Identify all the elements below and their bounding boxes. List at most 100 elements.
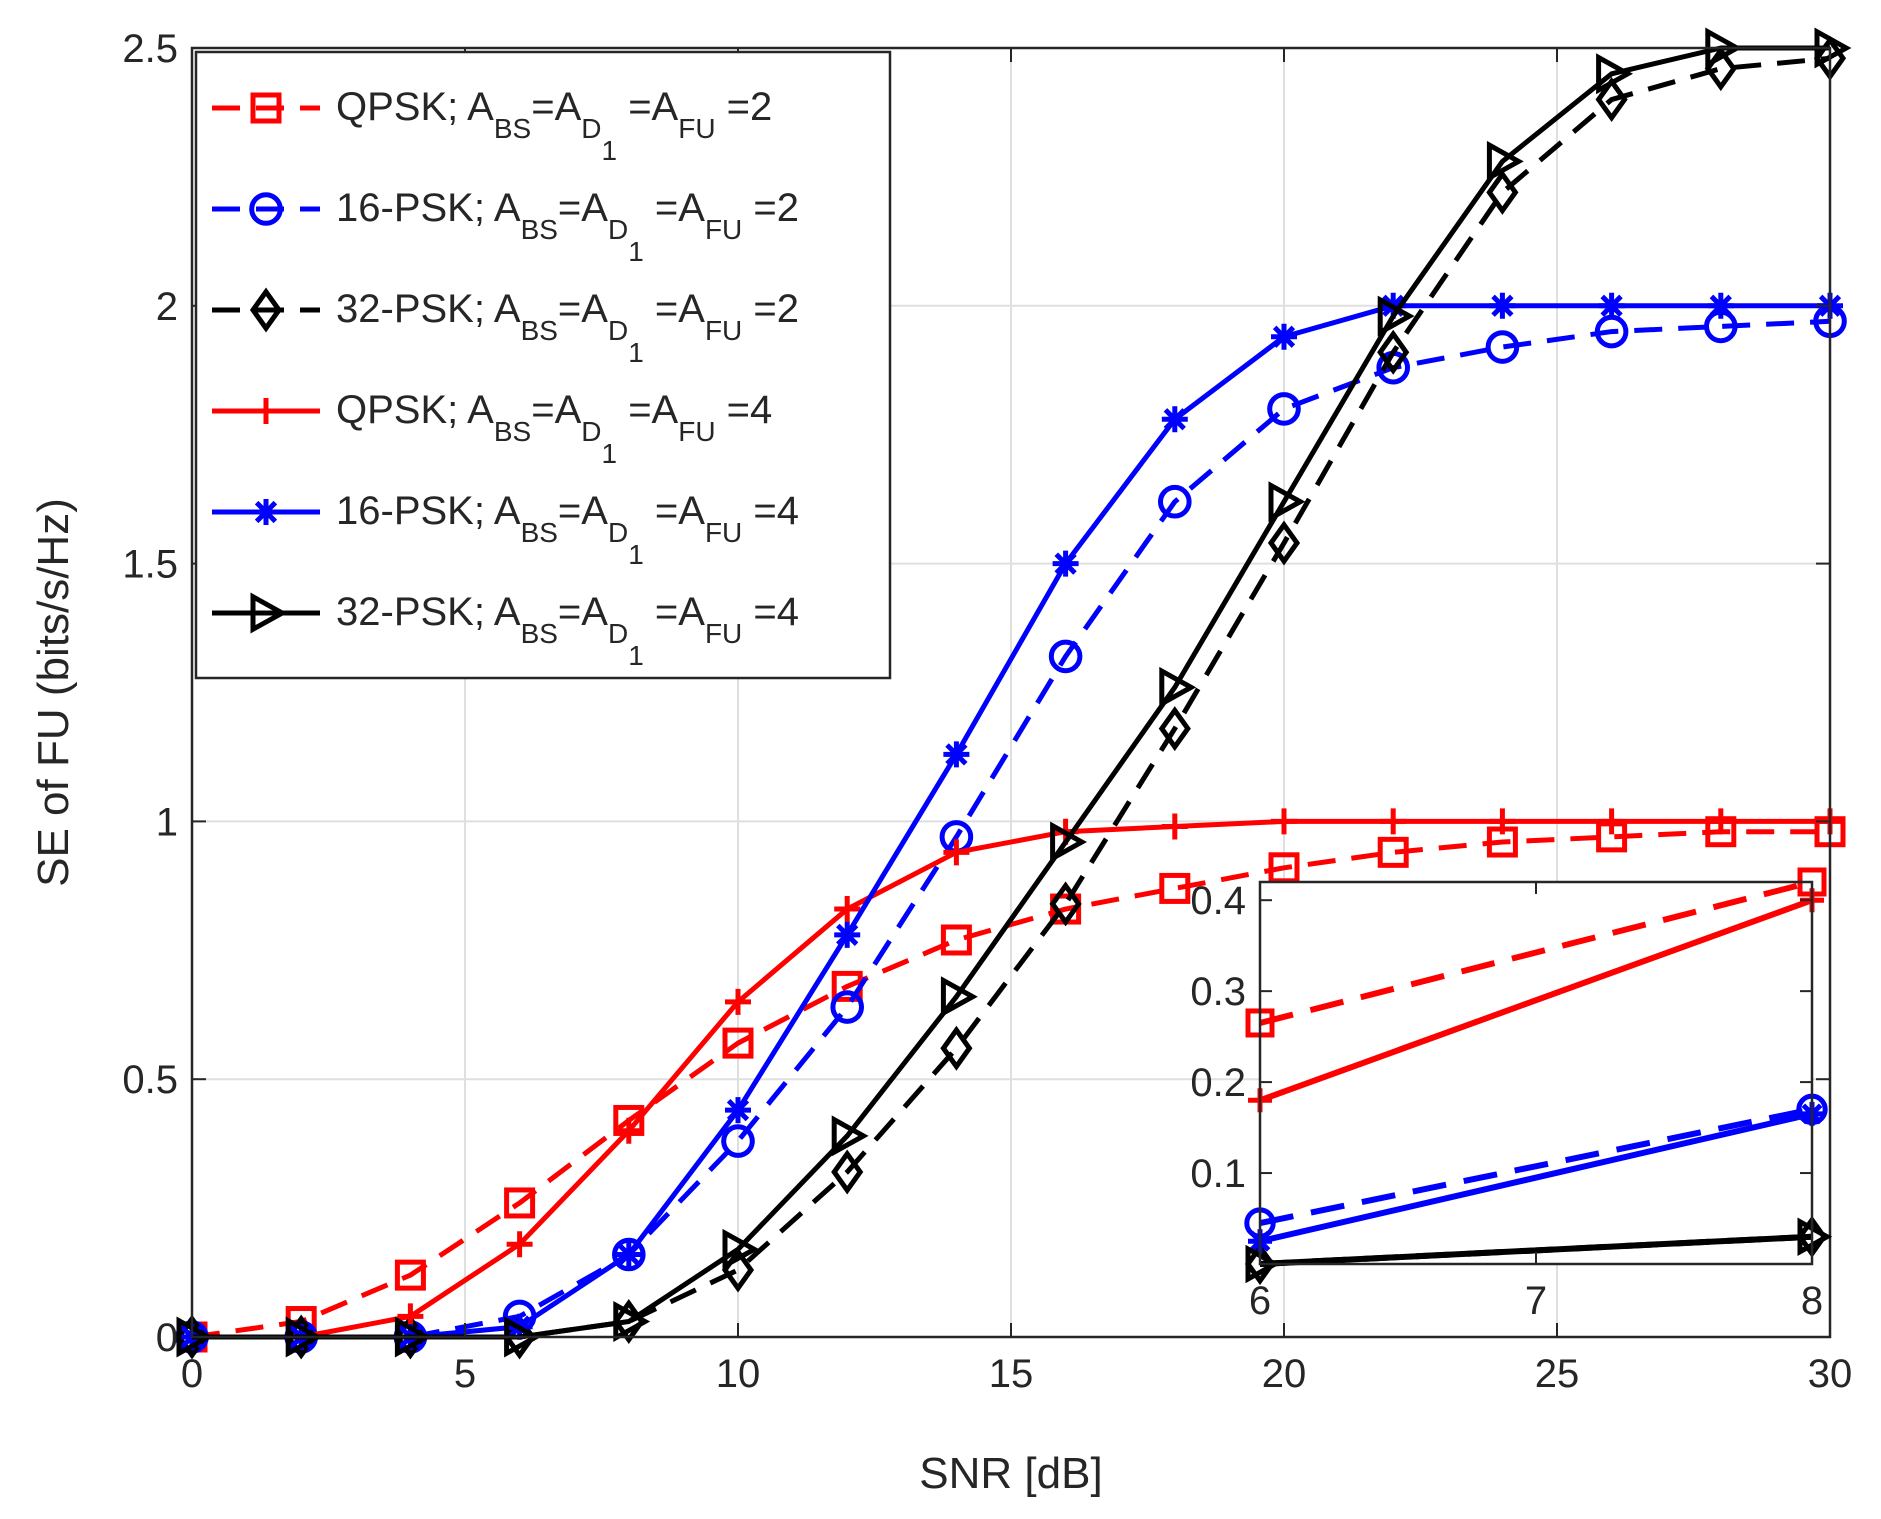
legend-label-part: =4 xyxy=(742,489,799,533)
data-point xyxy=(1380,808,1407,835)
data-point xyxy=(1049,881,1082,927)
legend-label-part: 1 xyxy=(628,640,644,671)
legend-label: 16-PSK; ABS=AD1 =AFU =4 xyxy=(336,489,799,570)
data-point xyxy=(176,1316,214,1358)
inset-data-point xyxy=(1797,1217,1833,1256)
marker-shape xyxy=(725,1097,751,1124)
data-point xyxy=(1159,666,1197,708)
marker-shape xyxy=(1049,881,1082,927)
marker-shape xyxy=(1485,330,1520,364)
data-point xyxy=(834,921,861,948)
legend-label-part: =2 xyxy=(742,186,799,230)
legend-item-5: 16-PSK; ABS=AD1 =AFU =4 xyxy=(212,489,799,570)
legend-box xyxy=(194,50,892,680)
legend-label-part: =A xyxy=(644,489,705,533)
legend-marker xyxy=(253,398,279,424)
legend-label-part: 1 xyxy=(628,539,644,570)
y-tick-label: 0 xyxy=(156,1316,178,1360)
legend-label-part: FU xyxy=(705,517,742,548)
legend-label-part: =A xyxy=(558,287,608,331)
legend-label-part: 32-PSK; A xyxy=(336,287,521,331)
data-point xyxy=(1707,808,1734,835)
marker-shape xyxy=(1380,808,1407,835)
legend-label-part: =A xyxy=(617,388,678,432)
marker-shape xyxy=(176,1316,214,1358)
marker-shape xyxy=(940,1025,973,1071)
legend-item-2: 16-PSK; ABS=AD1 =AFU =2 xyxy=(212,186,799,267)
legend-label-part: BS xyxy=(521,214,558,245)
marker-shape xyxy=(1271,808,1297,835)
data-point xyxy=(1485,330,1520,364)
marker-shape xyxy=(249,287,283,333)
legend-label-part: BS xyxy=(494,416,531,447)
legend-label-part: FU xyxy=(678,113,715,144)
marker-shape xyxy=(1707,292,1734,319)
inset-series-6 xyxy=(1245,1217,1833,1284)
marker-shape xyxy=(1267,520,1301,566)
legend-label-part: BS xyxy=(521,315,558,346)
legend-label-part: 1 xyxy=(602,135,618,166)
marker-shape xyxy=(1158,706,1191,752)
marker-shape xyxy=(834,921,861,948)
legend-label-part: FU xyxy=(705,214,742,245)
y-axis-title: SE of FU (bits/s/Hz) xyxy=(29,498,78,887)
data-point xyxy=(830,990,865,1024)
marker-shape xyxy=(1159,872,1191,904)
data-point xyxy=(1707,292,1734,319)
inset-x-tick-label: 6 xyxy=(1249,1279,1271,1323)
data-point xyxy=(612,1237,646,1272)
data-point xyxy=(506,1231,533,1258)
marker-shape xyxy=(1161,813,1188,840)
legend-label: 32-PSK; ABS=AD1 =AFU =2 xyxy=(336,287,799,368)
data-point xyxy=(1161,406,1188,433)
inset-data-point xyxy=(1245,1244,1281,1284)
legend-label-part: =A xyxy=(531,388,581,432)
legend-label-part: =4 xyxy=(742,590,799,634)
data-point xyxy=(940,1025,973,1071)
marker-shape xyxy=(249,192,283,226)
marker-shape xyxy=(1271,323,1297,350)
legend-marker xyxy=(250,92,282,124)
data-point xyxy=(943,839,970,866)
legend-label-part: 16-PSK; A xyxy=(336,186,521,230)
inset-x-tick-label: 7 xyxy=(1525,1279,1547,1323)
legend-label-part: 32-PSK; A xyxy=(336,590,521,634)
series-line xyxy=(192,818,1830,1340)
legend-label-part: BS xyxy=(521,618,558,649)
marker-shape xyxy=(1486,140,1524,182)
data-point xyxy=(722,1027,754,1059)
data-point xyxy=(1486,169,1519,215)
inset-y-tick-label: 0.3 xyxy=(1190,970,1246,1014)
data-point xyxy=(1595,77,1628,123)
data-point xyxy=(940,976,978,1018)
legend-marker xyxy=(249,287,283,333)
marker-shape xyxy=(1598,292,1625,319)
legend-label-part: FU xyxy=(678,416,715,447)
legend-marker xyxy=(253,499,279,525)
marker-shape xyxy=(1377,329,1410,375)
data-point xyxy=(613,1301,651,1343)
legend-label-part: FU xyxy=(705,618,742,649)
marker-shape xyxy=(940,924,972,956)
data-point xyxy=(1267,520,1301,566)
x-tick-label: 20 xyxy=(1262,1352,1307,1396)
marker-shape xyxy=(1489,292,1516,319)
legend-label-part: 1 xyxy=(628,337,644,368)
data-point xyxy=(1048,639,1083,674)
marker-shape xyxy=(615,1117,642,1144)
legend-label: QPSK; ABS=AD1 =AFU =4 xyxy=(336,388,772,469)
legend-label: 32-PSK; ABS=AD1 =AFU =4 xyxy=(336,590,799,671)
marker-shape xyxy=(394,1259,426,1291)
data-point xyxy=(1271,808,1297,835)
data-point xyxy=(1377,295,1415,337)
main-tick-labels: 0 5 10 15 20 25 30 0 0.5 1 1.5 2 2.5 xyxy=(122,27,1852,1396)
marker-shape xyxy=(613,1301,651,1343)
legend-label-part: 1 xyxy=(628,236,644,267)
legend-item-3: 32-PSK; ABS=AD1 =AFU =2 xyxy=(212,287,799,368)
data-point xyxy=(1159,872,1191,904)
y-tick-label: 2.5 xyxy=(122,27,178,71)
marker-shape xyxy=(250,92,282,124)
data-point xyxy=(1050,821,1087,863)
legend-label-part: D xyxy=(581,113,601,144)
